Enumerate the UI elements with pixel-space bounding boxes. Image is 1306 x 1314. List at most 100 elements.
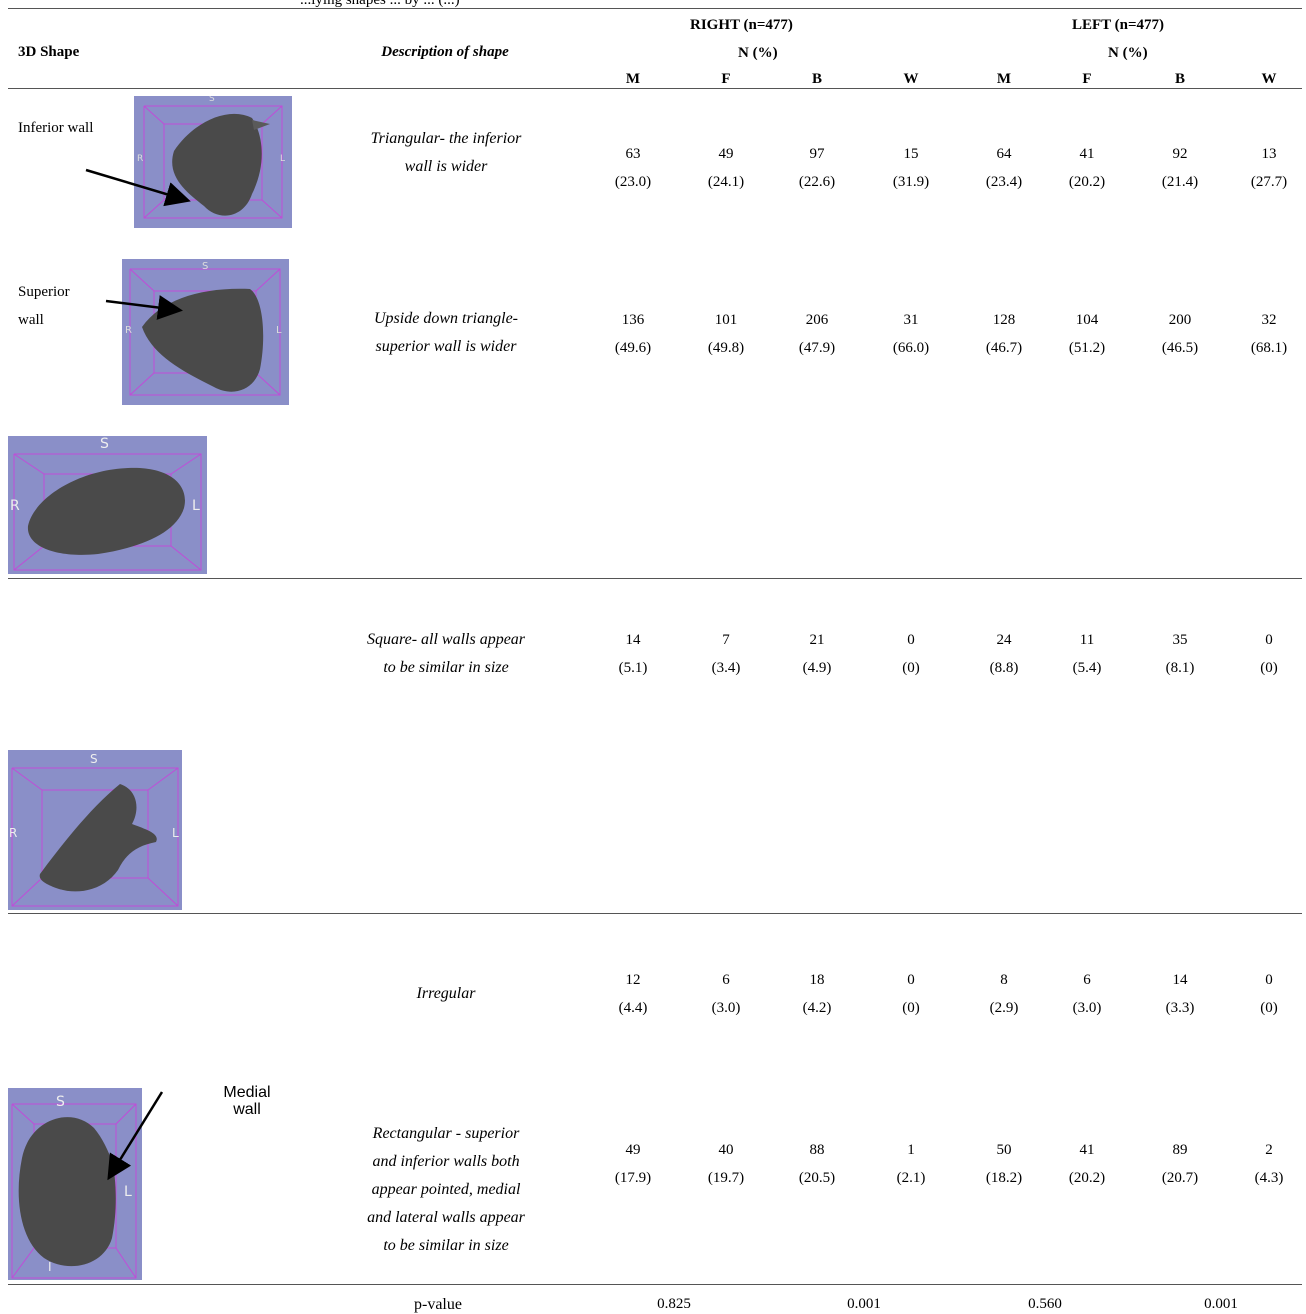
table-cell: 6 (3.0) <box>1052 966 1122 1022</box>
col-header-description: Description of shape <box>381 44 509 60</box>
table-cell: 128 (46.7) <box>969 306 1039 362</box>
description-line: Rectangular - superior <box>372 1125 520 1142</box>
table-cell: 11 (5.4) <box>1052 626 1122 682</box>
table-cell: 49 (17.9) <box>598 1136 668 1192</box>
group-header-left: LEFT (n=477) <box>1072 17 1165 33</box>
table-cell: 18 (4.2) <box>782 966 852 1022</box>
description-line: appear pointed, medial <box>371 1181 521 1198</box>
left-marker: L <box>276 325 282 336</box>
table-cell: 15 (31.9) <box>876 140 946 196</box>
arrow-icon <box>107 1091 164 1181</box>
percent-value: (2.9) <box>989 1000 1019 1016</box>
right-marker: R <box>137 154 144 164</box>
right-marker: R <box>9 826 18 840</box>
table-cell: 0 (0) <box>1234 966 1304 1022</box>
count-value: 49 <box>625 1142 641 1158</box>
arrow-icon <box>105 295 183 320</box>
percent-value: (3.0) <box>1072 1000 1102 1016</box>
description-line: and lateral walls appear <box>367 1209 525 1226</box>
table-cell: 101 (49.8) <box>691 306 761 362</box>
shape-description: Triangular- the inferior wall is wider <box>326 125 566 181</box>
group-header-right: RIGHT (n=477) <box>690 17 793 33</box>
percent-value: (5.4) <box>1072 660 1102 676</box>
description-line: Upside down triangle- <box>374 310 518 327</box>
table-cell: 40 (19.7) <box>691 1136 761 1192</box>
percent-value: (17.9) <box>614 1170 652 1186</box>
arrow-icon <box>85 168 191 207</box>
table-cell: 0 (0) <box>1234 626 1304 682</box>
description-line: Irregular <box>416 985 476 1002</box>
count-value: 18 <box>809 972 825 988</box>
percent-value: (20.2) <box>1068 174 1106 190</box>
col-header-m: M <box>996 71 1012 87</box>
superior-marker: S <box>202 261 209 272</box>
superior-marker: S <box>209 96 215 104</box>
percent-value: (4.3) <box>1254 1170 1284 1186</box>
table-cell: 6 (3.0) <box>691 966 761 1022</box>
table-cell: 2 (4.3) <box>1234 1136 1304 1192</box>
table-cell: 0 (0) <box>876 966 946 1022</box>
count-value: 31 <box>903 312 919 328</box>
count-value: 101 <box>714 312 738 328</box>
col-header-w: W <box>1261 71 1277 87</box>
inferior-marker: I <box>48 1260 52 1274</box>
percent-value: (20.7) <box>1161 1170 1199 1186</box>
description-line: wall is wider <box>404 158 488 175</box>
count-value: 15 <box>903 146 919 162</box>
table-cell: 8 (2.9) <box>969 966 1039 1022</box>
percent-value: (0) <box>1260 660 1278 676</box>
table-cell: 89 (20.7) <box>1145 1136 1215 1192</box>
table-cell: 21 (4.9) <box>782 626 852 682</box>
bottom-rule <box>8 1284 1302 1285</box>
percent-value: (18.2) <box>985 1170 1023 1186</box>
col-header-b: B <box>1174 71 1185 87</box>
description-line: superior wall is wider <box>375 338 517 355</box>
percent-value: (4.4) <box>618 1000 648 1016</box>
left-n-pct: N (%) <box>1108 45 1148 61</box>
percent-value: (23.4) <box>985 174 1023 190</box>
count-value: 0 <box>1265 972 1273 988</box>
percent-value: (21.4) <box>1161 174 1199 190</box>
percent-value: (51.2) <box>1068 340 1106 356</box>
table-cell: 41 (20.2) <box>1052 140 1122 196</box>
label-medial-wall: Medial wall <box>223 1084 271 1118</box>
count-value: 14 <box>625 632 641 648</box>
shape-thumbnail-square: S R L <box>8 436 207 574</box>
count-value: 8 <box>1000 972 1008 988</box>
table-cell: 97 (22.6) <box>782 140 852 196</box>
col-header-f: F <box>1082 71 1092 87</box>
percent-value: (8.1) <box>1165 660 1195 676</box>
count-value: 41 <box>1079 1142 1095 1158</box>
percent-value: (24.1) <box>707 174 745 190</box>
percent-value: (49.6) <box>614 340 652 356</box>
count-value: 35 <box>1172 632 1188 648</box>
table-cell: 0 (0) <box>876 626 946 682</box>
count-value: 41 <box>1079 146 1095 162</box>
pvalue: 0.825 <box>657 1296 691 1312</box>
percent-value: (68.1) <box>1250 340 1288 356</box>
table-cell: 14 (3.3) <box>1145 966 1215 1022</box>
col-header-shape: 3D Shape <box>18 44 80 60</box>
table-cell: 64 (23.4) <box>969 140 1039 196</box>
table-cell: 1 (2.1) <box>876 1136 946 1192</box>
description-line: to be similar in size <box>383 1237 509 1254</box>
left-marker: L <box>192 498 200 514</box>
percent-value: (46.5) <box>1161 340 1199 356</box>
count-value: 21 <box>809 632 825 648</box>
percent-value: (19.7) <box>707 1170 745 1186</box>
count-value: 136 <box>621 312 645 328</box>
row-rule <box>8 913 1302 914</box>
count-value: 88 <box>809 1142 825 1158</box>
count-value: 14 <box>1172 972 1188 988</box>
description-line: and inferior walls both <box>372 1153 520 1170</box>
shape-thumbnail-triangular: S R L <box>134 96 292 228</box>
table-cell: 49 (24.1) <box>691 140 761 196</box>
count-value: 49 <box>718 146 734 162</box>
shape-description: Rectangular - superior and inferior walls… <box>326 1120 566 1260</box>
count-value: 63 <box>625 146 641 162</box>
shape-description: Irregular <box>326 980 566 1008</box>
table-cell: 12 (4.4) <box>598 966 668 1022</box>
right-marker: R <box>10 498 20 514</box>
right-marker: R <box>125 325 132 336</box>
